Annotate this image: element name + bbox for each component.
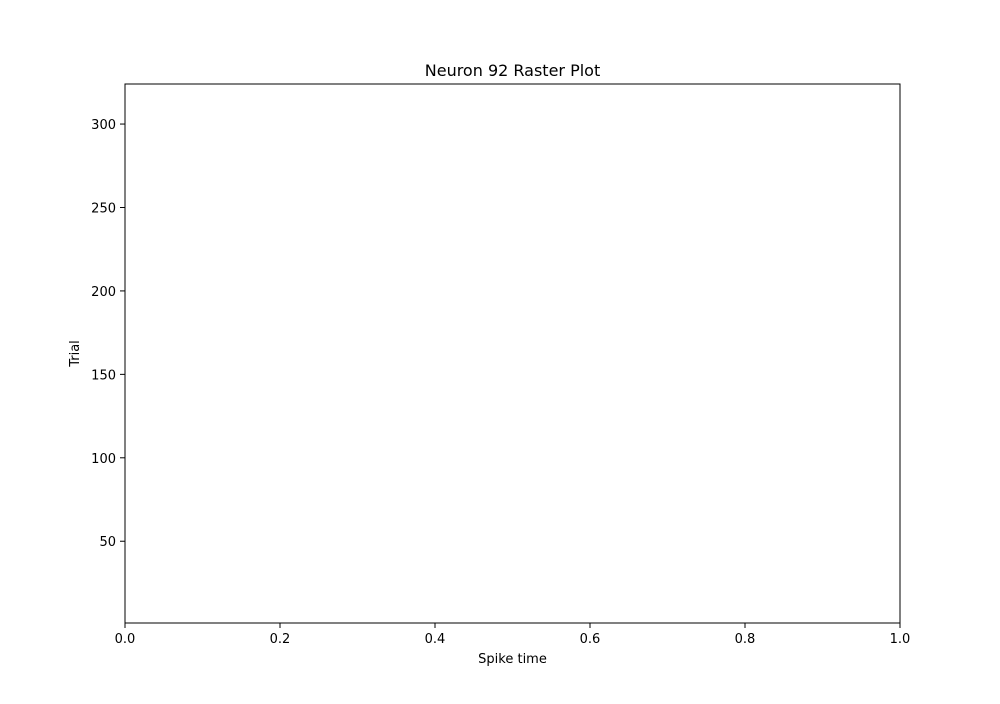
x-tick-label: 0.2 (270, 632, 291, 647)
x-tick-label: 1.0 (890, 632, 911, 647)
x-tick-label: 0.4 (425, 632, 446, 647)
x-tick-label: 0.0 (115, 632, 136, 647)
y-axis-ticks: 50 100 150 200 250 300 (91, 118, 125, 550)
y-tick-label: 50 (99, 535, 116, 550)
y-tick-label: 150 (91, 368, 116, 383)
y-tick-label: 200 (91, 285, 116, 300)
y-tick-label: 100 (91, 452, 116, 467)
y-tick-label: 250 (91, 201, 116, 216)
plot-area-frame (124, 83, 901, 624)
y-axis-label: Trial (68, 340, 83, 368)
chart-title: Neuron 92 Raster Plot (425, 61, 600, 80)
x-tick-label: 0.8 (735, 632, 756, 647)
x-axis-ticks: 0.0 0.2 0.4 0.6 0.8 1.0 (115, 623, 911, 647)
x-axis-label: Spike time (478, 652, 547, 667)
y-tick-label: 300 (91, 118, 116, 133)
x-tick-label: 0.6 (580, 632, 601, 647)
